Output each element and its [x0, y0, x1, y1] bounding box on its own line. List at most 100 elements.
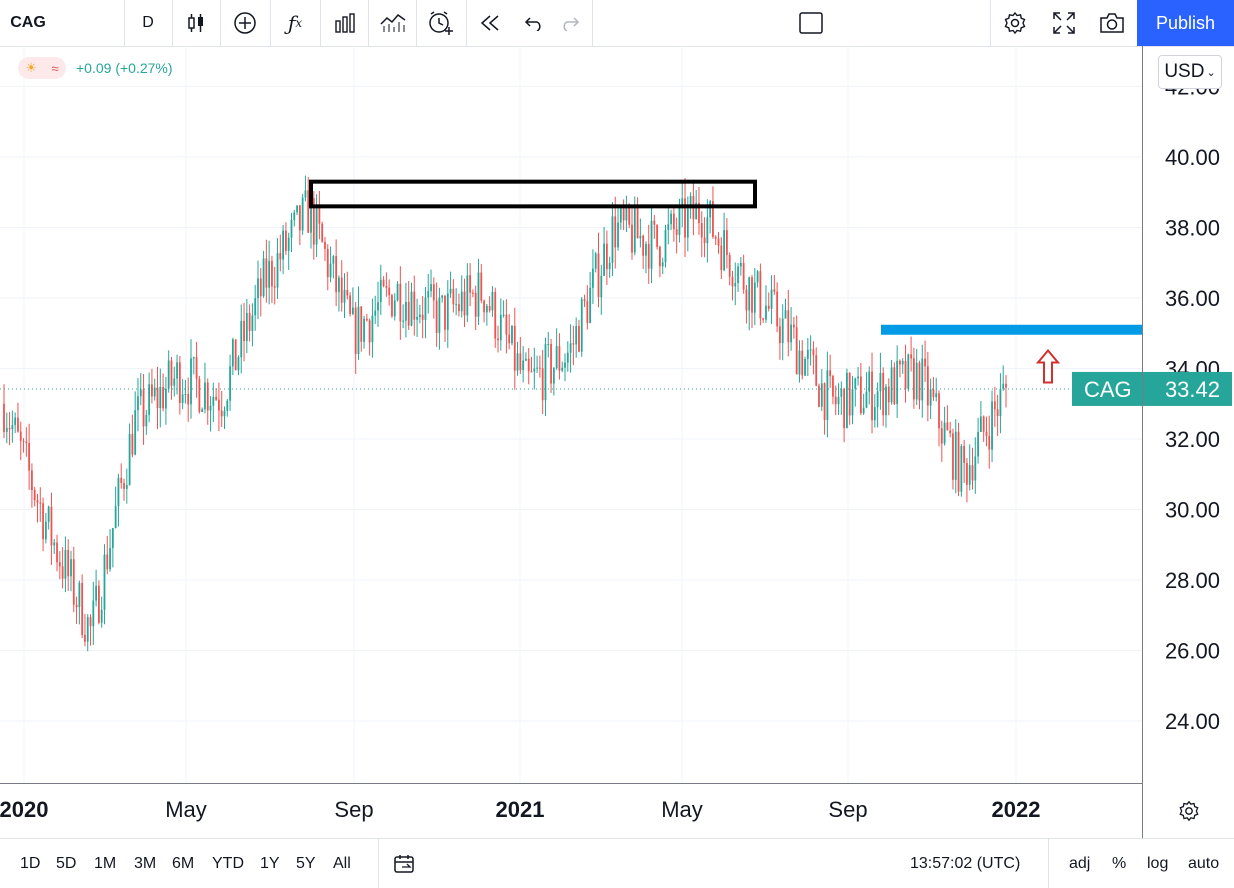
- range-button-ytd[interactable]: YTD: [212, 854, 244, 872]
- candle-body: [912, 358, 915, 400]
- up-arrow-icon: [1035, 348, 1061, 384]
- range-button-1y[interactable]: 1Y: [260, 854, 280, 872]
- candle-body: [706, 217, 709, 244]
- candle-body: [862, 407, 865, 414]
- price-axis[interactable]: [1142, 46, 1143, 838]
- publish-button[interactable]: Publish: [1137, 0, 1234, 46]
- candle-body: [1005, 383, 1007, 388]
- candle-body: [536, 367, 538, 369]
- range-button-5d[interactable]: 5D: [56, 854, 77, 872]
- candle-body: [717, 238, 720, 246]
- compare-icon[interactable]: [370, 0, 416, 46]
- add-indicator-icon[interactable]: [222, 0, 268, 46]
- candle-body: [139, 389, 142, 397]
- candle-body: [787, 310, 790, 343]
- replay-icon[interactable]: [468, 0, 512, 46]
- undo-icon[interactable]: [514, 0, 554, 46]
- interval-button[interactable]: D: [142, 14, 154, 31]
- auto-toggle[interactable]: auto: [1188, 854, 1220, 872]
- candle-body: [887, 386, 890, 403]
- candle-body: [670, 213, 672, 225]
- last-price-symbol: CAG: [1084, 377, 1132, 402]
- candle-body: [985, 431, 988, 436]
- candle-body: [561, 367, 564, 371]
- candle-body: [33, 489, 36, 501]
- candle-body: [441, 295, 444, 298]
- log-toggle[interactable]: log: [1147, 854, 1169, 872]
- range-button-3m[interactable]: 3M: [134, 854, 157, 872]
- candle-body: [229, 366, 231, 401]
- candle-body: [321, 223, 324, 242]
- time-axis[interactable]: [0, 783, 1142, 784]
- candle-body: [720, 245, 723, 271]
- candle-body: [639, 235, 642, 239]
- candle-body: [251, 315, 254, 332]
- date-range-icon[interactable]: [394, 839, 416, 888]
- candle-body: [47, 506, 50, 522]
- candle-body: [659, 246, 661, 267]
- clock-time[interactable]: 13:57:02 (UTC): [910, 854, 1021, 872]
- currency-select[interactable]: USD ⌄: [1158, 55, 1222, 89]
- candle-body: [259, 278, 262, 297]
- candle-body: [1002, 383, 1005, 389]
- candle-body: [993, 401, 996, 410]
- candles-icon[interactable]: [174, 0, 218, 46]
- session-icons[interactable]: ☀ ≈: [18, 57, 66, 79]
- settings-icon[interactable]: [992, 0, 1038, 46]
- candle-body: [329, 263, 332, 278]
- candle-body: [72, 559, 75, 605]
- candle-body: [837, 396, 840, 405]
- candle-body: [745, 289, 748, 311]
- candle-body: [226, 400, 229, 411]
- range-button-all[interactable]: All: [333, 854, 351, 872]
- candle-body: [257, 278, 259, 299]
- candle-body: [3, 403, 5, 432]
- candle-body: [999, 388, 1002, 416]
- candle-body: [728, 254, 731, 277]
- candle-body: [552, 368, 555, 384]
- range-button-1m[interactable]: 1M: [94, 854, 117, 872]
- fullscreen-icon[interactable]: [1040, 0, 1088, 46]
- adj-toggle[interactable]: adj: [1069, 854, 1091, 872]
- candle-body: [148, 384, 151, 415]
- candle-body: [410, 291, 413, 326]
- candle-body: [924, 358, 926, 367]
- candle-body: [681, 198, 684, 208]
- candle-body: [829, 370, 832, 377]
- price-tick-label: 40.00: [1165, 145, 1220, 170]
- candle-body: [832, 376, 834, 397]
- alert-icon[interactable]: [418, 0, 464, 46]
- candle-body: [402, 320, 405, 322]
- candle-body: [164, 388, 167, 409]
- candle-body: [762, 318, 765, 320]
- range-button-1d[interactable]: 1D: [20, 854, 41, 872]
- symbol-search[interactable]: CAG: [10, 14, 46, 31]
- range-button-6m[interactable]: 6M: [172, 854, 195, 872]
- percent-toggle[interactable]: %: [1112, 854, 1127, 872]
- candle-body: [472, 292, 474, 294]
- redo-icon[interactable]: [550, 0, 590, 46]
- candle-body: [977, 432, 979, 457]
- candle-body: [209, 405, 212, 411]
- camera-icon[interactable]: [1088, 0, 1136, 46]
- candle-body: [586, 301, 589, 324]
- axis-settings-icon[interactable]: [1178, 800, 1200, 822]
- layout-icon[interactable]: [788, 0, 834, 46]
- range-button-5y[interactable]: 5Y: [296, 854, 316, 872]
- candle-body: [910, 354, 913, 359]
- candle-body: [243, 320, 245, 341]
- bar-chart-icon[interactable]: [322, 0, 368, 46]
- price-chart[interactable]: 24.0026.0028.0030.0032.0034.0036.0038.00…: [0, 46, 1234, 838]
- candle-body: [324, 241, 326, 249]
- candle-body: [162, 386, 164, 409]
- candle-body: [282, 230, 285, 260]
- time-tick-label: 2020: [0, 797, 48, 822]
- candle-body: [603, 243, 605, 276]
- candle-body: [315, 205, 318, 245]
- time-axis-labels: 2020 May Sep 2021 May Sep 2022: [0, 797, 1040, 822]
- candle-body: [631, 224, 633, 253]
- candle-body: [279, 253, 282, 260]
- candle-body: [413, 291, 416, 320]
- candle-body: [642, 235, 645, 256]
